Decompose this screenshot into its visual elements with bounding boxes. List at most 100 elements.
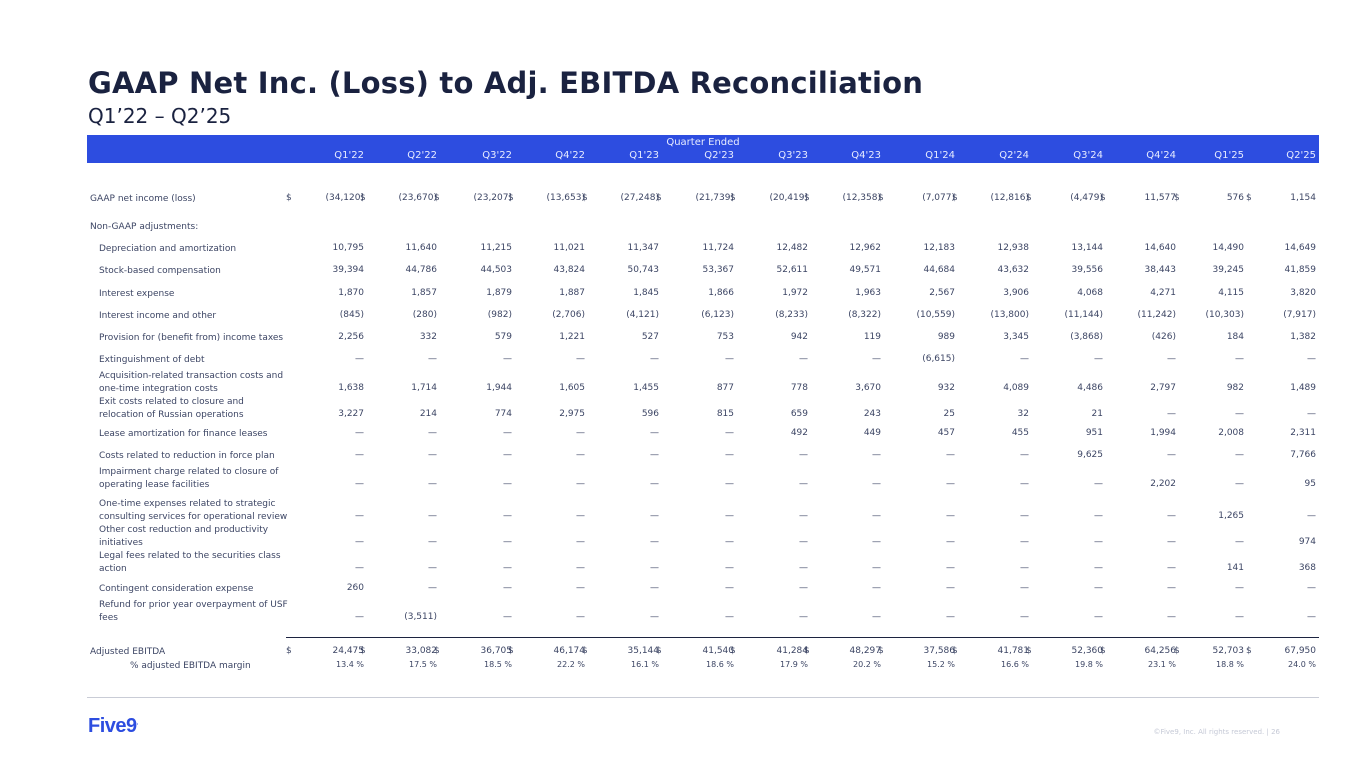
currency-symbol: $ [656,193,662,203]
table-cell: — [799,479,808,489]
table-cell: — [428,583,437,593]
table-cell: (426) [1151,332,1176,342]
table-cell: — [576,511,585,521]
table-cell: — [428,428,437,438]
table-cell: 1,944 [486,383,512,393]
table-row: Costs related to reduction in force plan… [0,450,1365,476]
table-cell: (845) [339,310,364,320]
currency-symbol: $ [656,646,662,656]
table-cell: (11,242) [1137,310,1176,320]
table-cell: 4,089 [1003,383,1029,393]
table-cell: (6,615) [922,354,955,364]
table-cell: 243 [863,409,881,419]
currency-symbol: $ [1174,193,1180,203]
currency-symbol: $ [1174,646,1180,656]
currency-symbol: $ [878,646,884,656]
table-cell: 33,082 [405,646,438,656]
table-cell: 492 [790,428,808,438]
row-label: Contingent consideration expense [99,584,254,594]
table-cell: — [872,354,881,364]
table-cell: 3,906 [1003,288,1029,298]
currency-symbol: $ [804,646,810,656]
table-cell: — [946,511,955,521]
table-cell: (23,207) [473,193,512,203]
currency-symbol: $ [508,646,514,656]
currency-symbol: $ [952,193,958,203]
table-cell: — [1094,537,1103,547]
table-cell: (4,121) [626,310,659,320]
table-cell: 41,284 [776,646,809,656]
footer-divider [87,697,1319,698]
table-cell: — [946,479,955,489]
table-cell: — [1094,563,1103,573]
table-cell: (23,670) [398,193,437,203]
table-row: Lease amortization for finance leases — — —… [0,428,1365,454]
row-label: Stock-based compensation [99,266,221,276]
table-cell: — [650,354,659,364]
table-cell: — [355,563,364,573]
table-cell: 7,766 [1290,450,1316,460]
row-label: Legal fees related to the securities cla… [99,551,281,574]
table-cell: — [650,563,659,573]
quarter-header: Q1'22 [334,150,364,161]
table-cell: — [946,563,955,573]
table-cell: 1,382 [1290,332,1316,342]
table-cell: 3,820 [1290,288,1316,298]
row-label: Interest expense [99,289,175,299]
table-cell: 260 [346,583,364,593]
table-cell: 774 [494,409,512,419]
table-cell: 3,670 [855,383,881,393]
table-cell: (10,303) [1205,310,1244,320]
table-cell: 46,174 [553,646,586,656]
quarter-ended-label: Quarter Ended [666,137,740,148]
table-cell: 1,489 [1290,383,1316,393]
table-cell: — [725,511,734,521]
table-cell: — [576,612,585,622]
table-cell: 4,271 [1150,288,1176,298]
currency-symbol: $ [730,646,736,656]
table-cell: — [872,511,881,521]
table-cell: (12,816) [990,193,1029,203]
table-cell: (21,739) [695,193,734,203]
quarter-header: Q4'24 [1146,150,1176,161]
table-cell: — [1307,511,1316,521]
table-cell: 44,503 [480,265,513,275]
table-cell: 39,556 [1071,265,1104,275]
table-cell: — [1235,450,1244,460]
table-cell: (10,559) [916,310,955,320]
table-cell: — [799,612,808,622]
table-cell: 21 [1091,409,1103,419]
copyright-footer: ©Five9, Inc. All rights reserved. | 26 [1153,728,1280,736]
table-cell: — [1167,583,1176,593]
table-cell: 1,994 [1150,428,1176,438]
table-cell: 119 [863,332,881,342]
currency-symbol: $ [582,646,588,656]
table-cell: 1,879 [486,288,512,298]
table-cell: 14,490 [1212,243,1245,253]
table-cell: 3,345 [1003,332,1029,342]
table-cell: 12,938 [997,243,1030,253]
table-cell: — [1307,409,1316,419]
table-cell: — [1167,612,1176,622]
row-label: GAAP net income (loss) [90,194,196,204]
table-row: One-time expenses related to strategic co… [0,498,1365,524]
table-cell: 50,743 [627,265,660,275]
table-cell: — [1167,511,1176,521]
table-cell: 48,297 [849,646,882,656]
table-cell: 4,115 [1218,288,1244,298]
table-cell: — [1094,511,1103,521]
five9-logo: Five9. [88,715,138,737]
table-cell: 527 [641,332,659,342]
table-cell: — [1167,354,1176,364]
table-cell: — [1167,537,1176,547]
table-cell: 989 [937,332,955,342]
table-cell: 41,781 [997,646,1030,656]
table-cell: — [1094,354,1103,364]
table-cell: 39,394 [332,265,365,275]
table-cell: 44,684 [923,265,956,275]
table-cell: — [576,583,585,593]
table-row: Adjusted EBITDA 24,475 $33,082 $36,705 $46,1… [0,646,1365,672]
table-cell: (3,511) [404,612,437,622]
table-cell: 974 [1298,537,1316,547]
table-cell: 10,795 [332,243,365,253]
